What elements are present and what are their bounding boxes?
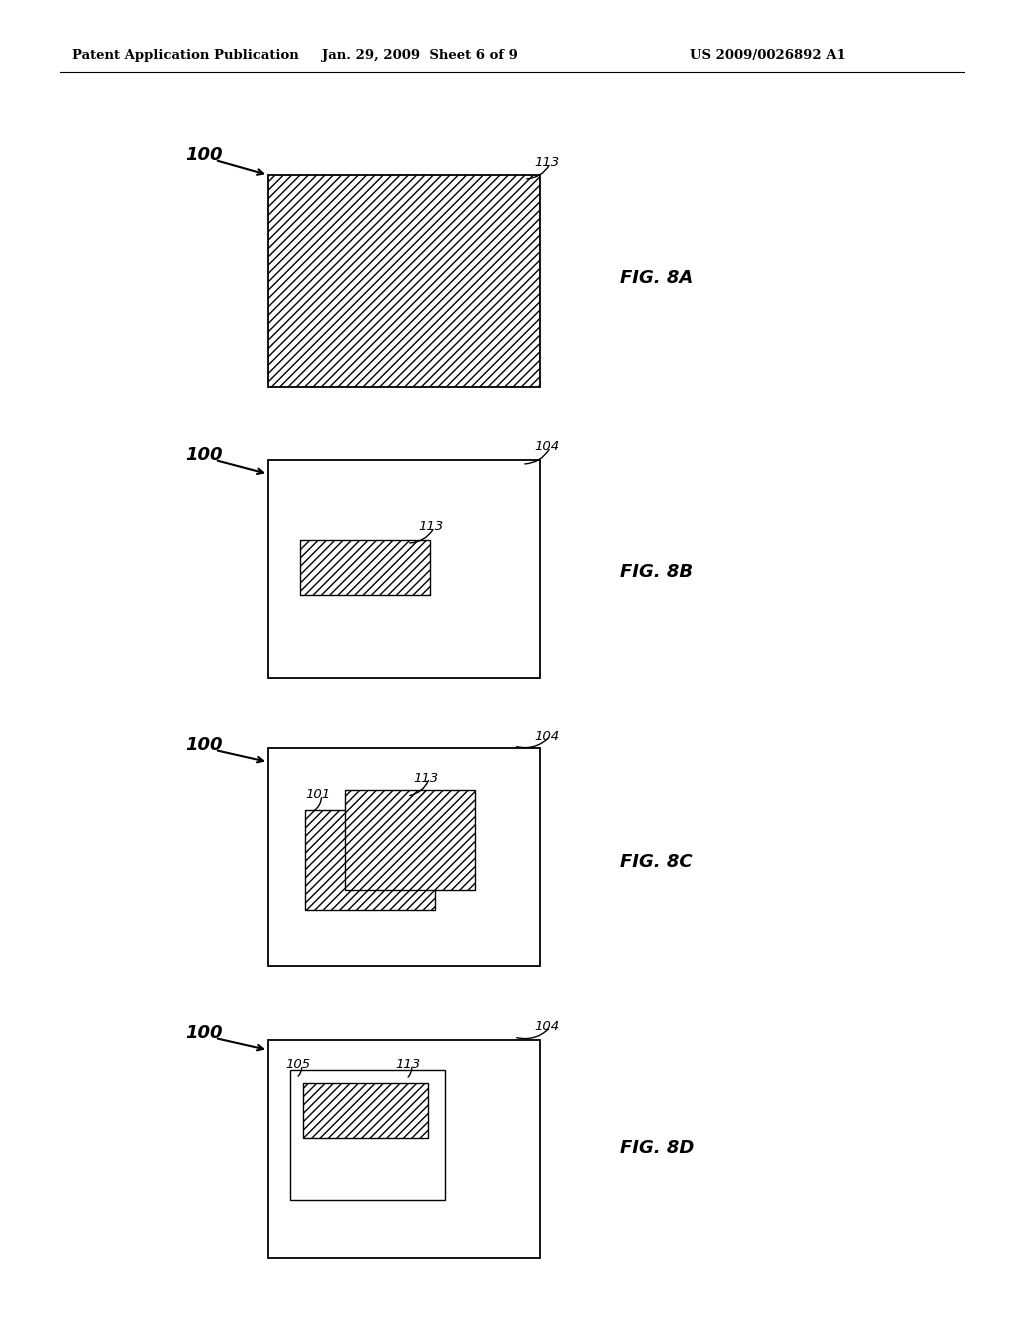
Text: FIG. 8A: FIG. 8A	[620, 269, 693, 286]
Text: FIG. 8C: FIG. 8C	[620, 853, 692, 871]
Bar	[268, 459, 540, 678]
Text: FIG. 8D: FIG. 8D	[620, 1139, 694, 1158]
Text: FIG. 8B: FIG. 8B	[620, 564, 693, 581]
Text: 104: 104	[534, 441, 559, 454]
Text: US 2009/0026892 A1: US 2009/0026892 A1	[690, 49, 846, 62]
Text: 113: 113	[418, 520, 443, 533]
Text: 100: 100	[185, 1024, 222, 1041]
Text: Jan. 29, 2009  Sheet 6 of 9: Jan. 29, 2009 Sheet 6 of 9	[323, 49, 518, 62]
Text: 101: 101	[305, 788, 330, 801]
Text: 105: 105	[285, 1059, 310, 1072]
Bar	[305, 810, 435, 909]
Text: 113: 113	[395, 1059, 420, 1072]
Text: 104: 104	[534, 1020, 559, 1034]
Bar	[303, 1082, 428, 1138]
Bar	[290, 1071, 445, 1200]
Text: Patent Application Publication: Patent Application Publication	[72, 49, 299, 62]
Text: 100: 100	[185, 737, 222, 754]
Text: 100: 100	[185, 446, 222, 465]
Text: 113: 113	[413, 771, 438, 784]
Bar	[300, 540, 430, 595]
Bar	[345, 789, 475, 890]
Bar	[268, 748, 540, 966]
Bar	[268, 1040, 540, 1258]
Bar	[268, 176, 540, 387]
Text: 100: 100	[185, 147, 222, 164]
Text: 104: 104	[534, 730, 559, 742]
Text: 113: 113	[534, 157, 559, 169]
